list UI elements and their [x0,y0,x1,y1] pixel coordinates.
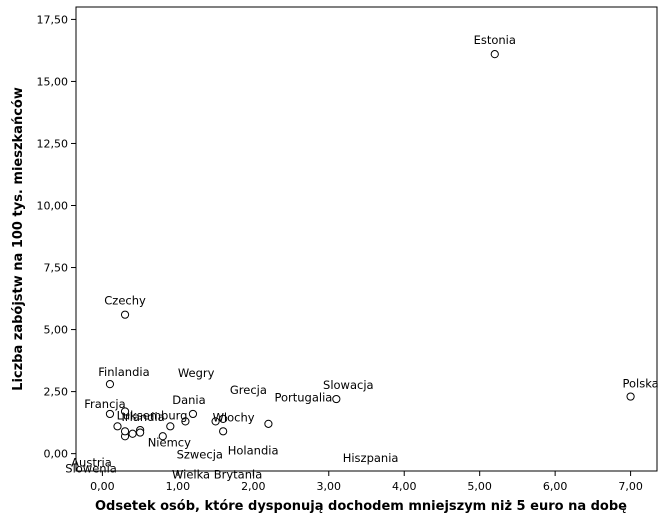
data-point [490,50,499,59]
y-axis-title: Liczba zabójstw na 100 tys. mieszkańców [11,87,26,391]
data-point [264,419,273,428]
y-tick-label: 15,00 [37,75,69,88]
data-points [105,50,635,441]
data-point [626,392,635,401]
point-label: Niemcy [148,435,191,449]
data-point [120,427,130,436]
point-label: Holandia [228,443,279,457]
data-point [128,429,137,438]
y-tick-label: 10,00 [37,200,69,213]
x-tick-label: 3,00 [317,480,342,493]
y-tick-label: 5,00 [44,324,69,337]
x-tick-label: 5,00 [467,480,492,493]
point-label: Francja [84,397,125,411]
plot-area [75,6,658,472]
point-label: Estonia [474,33,516,47]
y-tick-label: 0,00 [44,448,69,461]
point-label: Wegry [178,366,215,380]
data-point [136,428,145,437]
y-tick-label: 12,50 [37,137,69,150]
point-label: Polska [622,377,658,391]
y-axis: 0,00 2,50 5,00 7,50 10,00 12,50 15,00 17,50 [37,13,76,461]
data-point [105,380,115,389]
point-label: Grecja [230,383,267,397]
point-label: Luksemburg [117,408,188,422]
point-label: Irlandia [122,410,165,424]
x-tick-label: 1,00 [166,480,191,493]
data-point [181,417,190,426]
data-point [120,310,130,319]
point-label: Austria [71,455,112,469]
x-tick-label: 6,00 [543,480,568,493]
data-point [211,417,220,426]
point-label: Czechy [104,294,146,308]
point-label: Dania [172,393,205,407]
data-point [219,414,228,423]
y-tick-label: 2,50 [44,386,69,399]
data-point [188,409,198,419]
x-tick-label: 2,00 [241,480,266,493]
data-point [219,427,228,436]
data-point [166,422,175,431]
data-point [332,394,341,404]
point-label: Wielka Brytania [172,468,262,482]
x-tick-label: 4,00 [392,480,417,493]
y-tick-label: 17,50 [37,13,69,26]
x-tick-label: 0,00 [90,480,115,493]
data-point [120,407,130,416]
point-label: Slowenia [65,461,117,475]
point-labels: Estonia Czechy Polska Slowacja Finlandia Luks… [65,33,658,481]
x-axis: 0,00 1,00 2,00 3,00 4,00 5,00 6,00 7,00 [90,471,643,493]
data-point [105,409,115,419]
data-point [158,432,167,441]
x-tick-label: 7,00 [618,480,643,493]
y-tick-label: 7,50 [44,262,69,275]
point-label: Finlandia [98,365,149,379]
data-point [113,422,122,431]
point-label: Szwecja [177,447,223,461]
point-label: Wlochy [213,410,255,424]
x-axis-title: Odsetek osób, które dysponują dochodem m… [95,499,627,514]
point-label: Slowacja [323,378,374,392]
point-label: Hiszpania [343,451,399,465]
point-label: Portugalia [274,390,332,404]
